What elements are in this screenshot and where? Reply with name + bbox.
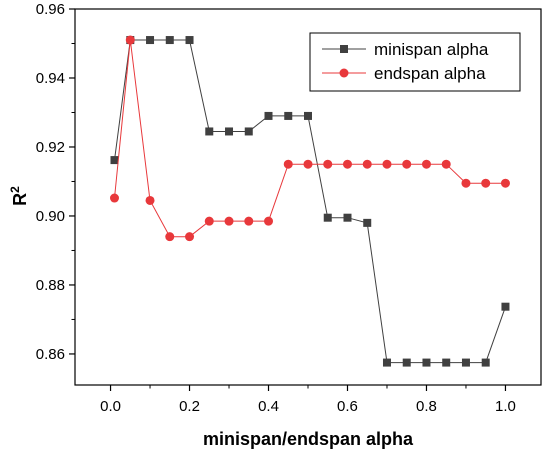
data-point-minispan-alpha — [205, 127, 214, 136]
data-point-minispan-alpha — [461, 358, 470, 367]
data-point-minispan-alpha — [244, 127, 253, 136]
data-point-endspan-alpha — [323, 159, 333, 169]
series-minispan-alpha — [110, 36, 510, 367]
x-tick-label: 0.2 — [179, 398, 200, 415]
data-point-endspan-alpha — [481, 178, 491, 188]
data-point-endspan-alpha — [185, 232, 195, 242]
data-point-endspan-alpha — [244, 216, 254, 226]
legend-marker-minispan-alpha — [340, 45, 348, 53]
data-point-endspan-alpha — [109, 193, 119, 203]
data-point-endspan-alpha — [264, 216, 274, 226]
data-point-minispan-alpha — [146, 36, 155, 45]
data-point-minispan-alpha — [382, 358, 391, 367]
data-point-endspan-alpha — [421, 159, 431, 169]
data-point-minispan-alpha — [185, 36, 194, 45]
data-point-minispan-alpha — [363, 218, 372, 227]
data-point-minispan-alpha — [323, 213, 332, 222]
legend-box — [309, 32, 521, 92]
data-point-endspan-alpha — [224, 216, 234, 226]
y-tick-label: 0.94 — [36, 70, 65, 87]
y-axis-title-superscript: 2 — [8, 186, 22, 193]
y-axis-title-base: R — [10, 193, 30, 206]
data-point-endspan-alpha — [441, 159, 451, 169]
legend-entry-minispan-alpha: minispan alpha — [322, 40, 489, 59]
x-axis-title: minispan/endspan alpha — [203, 429, 414, 449]
data-point-minispan-alpha — [442, 358, 451, 367]
y-tick-label: 0.90 — [36, 208, 65, 225]
data-point-minispan-alpha — [284, 111, 293, 120]
legend-entry-endspan-alpha: endspan alpha — [322, 64, 486, 83]
y-tick-label: 0.86 — [36, 346, 65, 363]
data-point-minispan-alpha — [402, 358, 411, 367]
x-tick-label: 0.8 — [416, 398, 437, 415]
data-point-endspan-alpha — [362, 159, 372, 169]
data-point-minispan-alpha — [422, 358, 431, 367]
data-point-endspan-alpha — [461, 178, 471, 188]
x-tick-label: 1.0 — [495, 398, 516, 415]
data-point-endspan-alpha — [204, 216, 214, 226]
data-point-minispan-alpha — [481, 358, 490, 367]
x-tick-label: 0.6 — [337, 398, 358, 415]
data-point-endspan-alpha — [283, 159, 293, 169]
data-point-minispan-alpha — [110, 156, 119, 165]
data-point-endspan-alpha — [125, 35, 135, 45]
data-point-endspan-alpha — [382, 159, 392, 169]
data-point-endspan-alpha — [303, 159, 313, 169]
legend-label-endspan-alpha: endspan alpha — [374, 64, 486, 83]
series-endspan-alpha — [109, 35, 510, 242]
y-tick-label: 0.92 — [36, 139, 65, 156]
data-point-minispan-alpha — [225, 127, 234, 136]
data-point-minispan-alpha — [264, 111, 273, 120]
data-point-endspan-alpha — [402, 159, 412, 169]
legend-marker-endspan-alpha — [339, 68, 349, 78]
x-tick-label: 0.0 — [100, 398, 121, 415]
data-point-endspan-alpha — [165, 232, 175, 242]
data-point-minispan-alpha — [343, 213, 352, 222]
x-tick-label: 0.4 — [258, 398, 279, 415]
data-point-minispan-alpha — [304, 111, 312, 120]
data-point-endspan-alpha — [145, 195, 155, 205]
data-point-endspan-alpha — [342, 159, 352, 169]
y-axis-title: R2 — [8, 186, 30, 206]
data-point-endspan-alpha — [500, 178, 510, 188]
y-tick-label: 0.96 — [36, 1, 65, 18]
y-axis-title-group: R2 — [8, 186, 30, 206]
legend-label-minispan-alpha: minispan alpha — [374, 40, 489, 59]
y-tick-label: 0.88 — [36, 277, 65, 294]
data-point-minispan-alpha — [165, 36, 174, 45]
data-point-minispan-alpha — [501, 302, 510, 311]
